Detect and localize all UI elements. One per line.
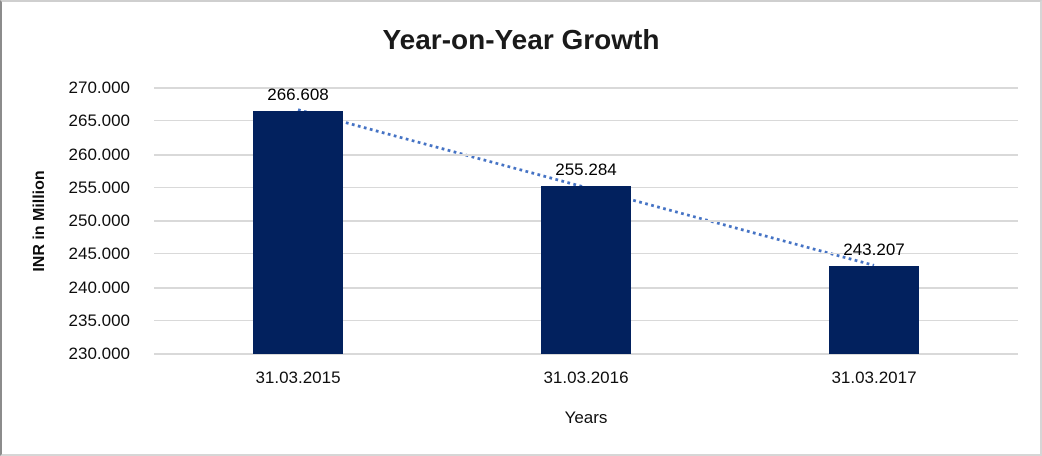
data-label: 243.207 (843, 240, 905, 260)
bar-31.03.2015 (253, 110, 343, 354)
gridline (154, 353, 1018, 355)
y-axis-tick-labels: 270.000 265.000 260.000 255.000 250.000 245.0… (2, 78, 140, 363)
x-axis-title: Years (564, 408, 608, 427)
y-tick-label: 230.000 (68, 344, 130, 363)
x-tick-label: 31.03.2015 (255, 368, 341, 387)
y-tick-label: 245.000 (68, 244, 130, 264)
data-label: 266.608 (267, 84, 329, 104)
y-tick-label: 240.000 (68, 277, 130, 297)
chart-title: Year-on-Year Growth (382, 24, 660, 55)
gridline (154, 120, 1018, 122)
bar-31.03.2017 (829, 266, 919, 354)
y-tick-label: 235.000 (68, 310, 130, 330)
y-tick-label: 250.000 (68, 211, 130, 230)
x-tick-label: 31.03.2017 (831, 368, 917, 387)
gridline (154, 153, 1018, 156)
y-tick-label: 265.000 (68, 111, 130, 131)
y-tick-label: 255.000 (68, 177, 130, 197)
bar-31.03.2016 (541, 185, 631, 354)
y-tick-label: 260.000 (68, 144, 130, 164)
data-label: 255.284 (555, 159, 617, 179)
plot-area: 266.608 255.284 243.207 (154, 84, 1018, 355)
y-tick-label: 270.000 (68, 78, 130, 97)
x-tick-label: 31.03.2016 (543, 368, 629, 387)
gridline (154, 87, 1018, 89)
x-axis-tick-labels: 31.03.2015 31.03.2016 31.03.2017 (154, 368, 1018, 392)
